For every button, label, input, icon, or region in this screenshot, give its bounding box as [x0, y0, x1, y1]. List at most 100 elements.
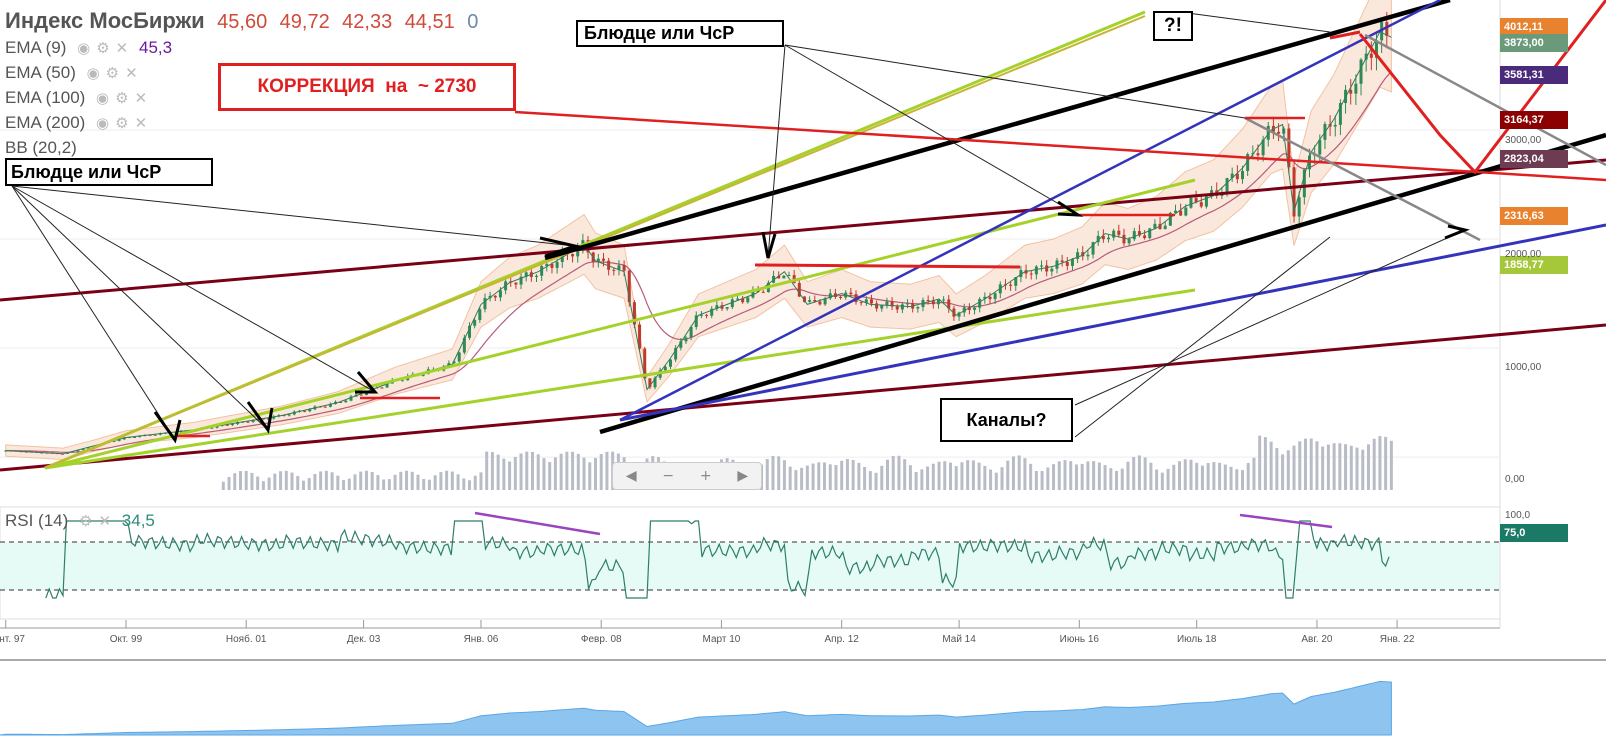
eye-gear-close-icons[interactable]: ◉⚙✕	[96, 90, 154, 107]
volume-bar	[238, 471, 242, 490]
volume-bar	[284, 470, 288, 490]
candle-body	[555, 261, 559, 268]
candle-body	[895, 306, 899, 310]
volume-bar	[324, 470, 328, 490]
volume-bar	[811, 463, 815, 490]
volume-bar	[1166, 468, 1170, 490]
candle-body	[1230, 173, 1234, 179]
volume-bar	[1303, 438, 1307, 490]
eye-gear-close-icons[interactable]: ◉⚙✕	[77, 40, 135, 57]
price-tag-2316: 2316,63	[1500, 207, 1568, 225]
volume-bar	[359, 471, 363, 490]
volume-bar	[937, 461, 941, 490]
volume-bar	[519, 453, 523, 490]
candle-body	[1349, 89, 1353, 94]
eye-gear-close-icons[interactable]: ◉⚙✕	[86, 65, 144, 82]
x-tick-label: Янв. 06	[464, 634, 499, 645]
volume-bar	[1361, 449, 1365, 490]
volume-bar	[559, 453, 563, 490]
price-tag-3164: 3164,37	[1500, 111, 1568, 129]
candle-body	[674, 347, 678, 360]
volume-bar	[342, 480, 346, 490]
zoom-out-button[interactable]: −	[662, 468, 675, 484]
volume-bar	[468, 480, 472, 490]
trend-line-black-lower	[599, 132, 1606, 435]
candle-body	[797, 283, 801, 297]
x-tick-label: Сент. 97	[0, 634, 25, 645]
chart-header: Индекс МосБиржи 45,60 49,72 42,33 44,51 …	[5, 8, 478, 34]
volume-bar	[336, 475, 340, 490]
indicator-bb[interactable]: BB (20,2)	[5, 138, 77, 158]
candle-body	[1266, 125, 1270, 140]
volume-bar	[290, 472, 294, 490]
candle-body	[1050, 268, 1054, 272]
volume-bar	[399, 471, 403, 490]
volume-bar	[1120, 468, 1124, 490]
candle-body	[725, 307, 729, 309]
price-tag-2823: 2823,04	[1500, 150, 1568, 168]
volume-bar	[834, 465, 838, 490]
candle-body	[900, 304, 904, 310]
indicator-rsi[interactable]: RSI (14) ⚙✕ 34,5	[5, 511, 155, 531]
candle-body	[1184, 207, 1188, 216]
volume-bar	[1384, 436, 1388, 490]
eye-gear-close-icons[interactable]: ◉⚙✕	[96, 115, 154, 132]
candle-body	[1364, 53, 1368, 60]
candle-body	[323, 406, 327, 408]
ohlc-low: 42,33	[342, 11, 393, 33]
candle-body	[246, 421, 250, 423]
price-tag-1858: 1858,77	[1500, 256, 1568, 274]
volume-bar	[525, 451, 529, 490]
bollinger-band	[5, 0, 1392, 461]
zoom-in-button[interactable]: +	[699, 468, 712, 484]
indicator-ema-50[interactable]: EMA (50) ◉⚙✕	[5, 63, 144, 83]
volume-bar	[1344, 444, 1348, 490]
trend-line-blue-steep	[619, 0, 1441, 422]
candle-body	[76, 450, 80, 452]
volume-bar	[960, 462, 964, 490]
ohlc-close: 44,51	[404, 11, 455, 33]
gear-close-icons[interactable]: ⚙✕	[79, 513, 118, 530]
candle-body	[457, 352, 461, 362]
volume-bar	[582, 457, 586, 490]
indicator-ema-100[interactable]: EMA (100) ◉⚙✕	[5, 88, 153, 108]
x-tick-label: Апр. 12	[825, 634, 860, 645]
volume-bar	[771, 455, 775, 490]
scroll-right-button[interactable]: ▶	[737, 468, 749, 484]
trend-line-black-upper	[544, 0, 1451, 261]
candle-body	[1137, 231, 1141, 236]
price-tag-3581: 3581,31	[1500, 66, 1568, 84]
volume-bar	[920, 469, 924, 490]
candle-body	[1060, 260, 1064, 262]
candle-body	[679, 341, 683, 348]
indicator-ema-9[interactable]: EMA (9) ◉⚙✕ 45,3	[5, 38, 172, 58]
volume-bar	[427, 479, 431, 490]
candle-body	[493, 295, 497, 298]
candle-body	[230, 424, 234, 426]
indicator-ema-200[interactable]: EMA (200) ◉⚙✕	[5, 113, 153, 133]
candle-body	[1297, 197, 1301, 217]
volume-bar	[805, 465, 809, 490]
candle-body	[741, 298, 745, 303]
volume-bar	[966, 460, 970, 490]
candle-body	[694, 315, 698, 327]
candle-body	[344, 400, 348, 403]
volume-bar	[250, 472, 254, 490]
volume-bar	[1023, 458, 1027, 490]
volume-bar	[1172, 464, 1176, 490]
volume-bar	[267, 477, 271, 490]
scroll-left-button[interactable]: ◀	[625, 468, 637, 484]
indicator-value: 45,3	[138, 38, 173, 57]
volume-bar	[868, 471, 872, 490]
rsi-tag: 75,0	[1500, 524, 1568, 542]
volume-bar	[1006, 460, 1010, 490]
volume-bar	[479, 472, 483, 490]
volume-bar	[456, 474, 460, 490]
volume-bar	[1011, 456, 1015, 490]
correction-callout: КОРРЕКЦИЯ на ~ 2730	[218, 63, 516, 111]
volume-bar	[422, 479, 426, 490]
candle-body	[282, 415, 286, 417]
candle-body	[926, 299, 930, 301]
candle-body	[1241, 170, 1244, 180]
